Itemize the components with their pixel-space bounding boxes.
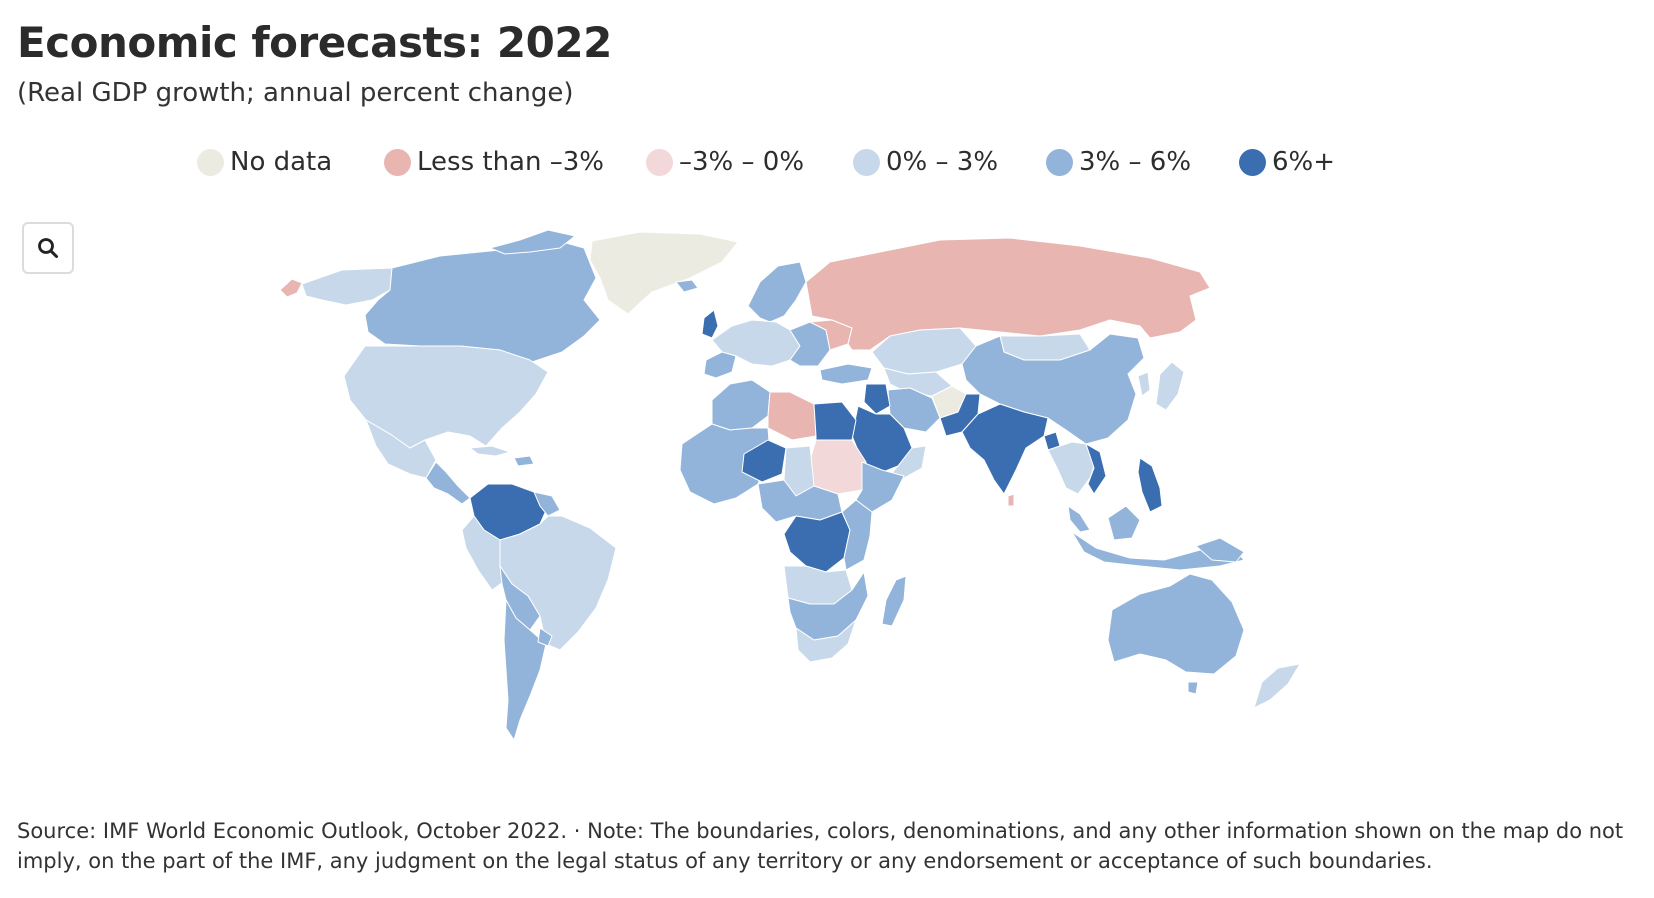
- region-cuba[interactable]: [469, 445, 511, 457]
- region-egypt[interactable]: [813, 401, 857, 441]
- region-pakistan[interactable]: [939, 393, 981, 437]
- region-north-africa-west[interactable]: [711, 379, 771, 431]
- region-philippines[interactable]: [1137, 457, 1163, 513]
- region-indonesia[interactable]: [1071, 531, 1245, 571]
- region-argentina[interactable]: [503, 599, 547, 741]
- legend-swatch-0-to-3: [853, 148, 880, 176]
- region-malaysia[interactable]: [1067, 505, 1091, 533]
- region-india[interactable]: [961, 403, 1049, 495]
- region-canada[interactable]: [364, 237, 601, 363]
- region-southern-africa[interactable]: [787, 571, 869, 641]
- region-east-africa[interactable]: [841, 499, 873, 571]
- region-libya[interactable]: [767, 391, 817, 441]
- region-turkey[interactable]: [819, 363, 873, 385]
- region-scandinavia[interactable]: [747, 261, 807, 323]
- legend-label-3-to-6: 3% – 6%: [1079, 147, 1192, 177]
- legend-item-0-to-3: 0% – 3%: [853, 144, 998, 180]
- legend-swatch-3-to-6: [1046, 148, 1073, 176]
- region-madagascar[interactable]: [881, 575, 907, 627]
- legend-label-minus-3-to-0: –3% – 0%: [679, 147, 805, 177]
- legend-swatch-6-plus: [1239, 148, 1266, 176]
- source-note: Source: IMF World Economic Outlook, Octo…: [17, 819, 1624, 873]
- region-niger[interactable]: [741, 439, 787, 483]
- region-guianas[interactable]: [533, 491, 561, 517]
- region-central-america[interactable]: [425, 461, 471, 505]
- region-korea[interactable]: [1137, 371, 1151, 397]
- region-japan[interactable]: [1155, 361, 1185, 411]
- region-alaska[interactable]: [301, 267, 393, 306]
- page-subtitle: (Real GDP growth; annual percent change): [17, 78, 574, 108]
- legend-label-6-plus: 6%+: [1272, 147, 1336, 177]
- region-australia[interactable]: [1107, 573, 1245, 675]
- region-iceland[interactable]: [675, 279, 699, 293]
- legend-swatch-minus-3-to-0: [646, 148, 673, 176]
- region-uk-ireland[interactable]: [701, 309, 719, 339]
- world-map[interactable]: [0, 225, 1654, 795]
- region-ethiopia-horn[interactable]: [855, 461, 905, 513]
- region-chukotka[interactable]: [279, 278, 303, 298]
- region-hispaniola[interactable]: [513, 455, 535, 467]
- legend-item-6-plus: 6%+: [1239, 144, 1335, 180]
- region-canada-islands[interactable]: [489, 229, 576, 255]
- legend-item-no-data: No data: [197, 144, 332, 180]
- search-icon: [38, 238, 58, 258]
- legend-item-minus-3-to-0: –3% – 0%: [646, 144, 804, 180]
- legend-item-less-than-minus-3: Less than –3%: [384, 144, 604, 180]
- legend-item-3-to-6: 3% – 6%: [1046, 144, 1191, 180]
- region-south-africa[interactable]: [795, 619, 857, 663]
- region-peru[interactable]: [461, 515, 507, 591]
- page-title: Economic forecasts: 2022: [17, 18, 612, 67]
- region-mexico[interactable]: [365, 419, 437, 479]
- region-new-zealand[interactable]: [1253, 663, 1301, 709]
- region-sudan[interactable]: [809, 439, 867, 495]
- legend-swatch-less-than-minus-3: [384, 148, 411, 176]
- legend-label-no-data: No data: [230, 147, 333, 177]
- region-tasmania[interactable]: [1187, 681, 1199, 695]
- region-russia[interactable]: [805, 237, 1211, 351]
- legend-label-0-to-3: 0% – 3%: [886, 147, 999, 177]
- region-borneo[interactable]: [1107, 505, 1141, 541]
- region-uruguay[interactable]: [537, 627, 553, 647]
- region-iraq[interactable]: [863, 383, 891, 415]
- region-drc[interactable]: [783, 511, 851, 573]
- zoom-button[interactable]: [22, 222, 74, 274]
- region-mainland-se-asia[interactable]: [1047, 441, 1097, 495]
- region-vietnam[interactable]: [1085, 443, 1107, 495]
- region-sri-lanka[interactable]: [1007, 493, 1015, 507]
- region-greenland[interactable]: [589, 231, 739, 315]
- legend-swatch-no-data: [197, 148, 224, 176]
- legend-label-less-than-minus-3: Less than –3%: [417, 147, 604, 177]
- legend: No data Less than –3% –3% – 0% 0% – 3% 3…: [0, 144, 1654, 180]
- region-iberia[interactable]: [703, 351, 737, 379]
- region-papua[interactable]: [1195, 537, 1245, 563]
